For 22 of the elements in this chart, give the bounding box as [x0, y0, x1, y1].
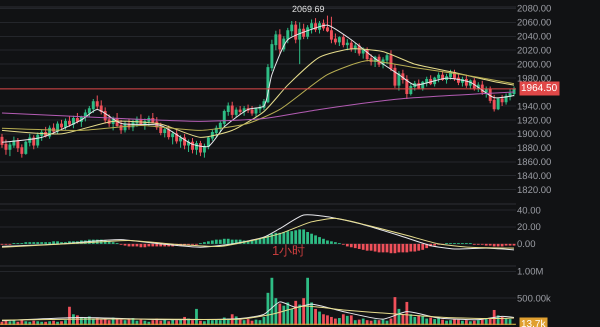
y-tick-label: 0.00: [517, 239, 536, 250]
y-tick-label: 1.00M: [517, 266, 544, 278]
y-tick-label: 1900.00: [517, 129, 552, 140]
y-tick-label: 20.00: [517, 222, 541, 234]
y-tick-label: 2040.00: [517, 32, 552, 43]
y-tick-label: 2020.00: [517, 46, 552, 57]
y-tick-label: 500.00k: [517, 294, 552, 305]
y-tick-label: 2000.00: [517, 59, 552, 70]
y-tick-label: 2060.00: [517, 18, 552, 29]
annotation: 2069.69: [292, 4, 325, 14]
y-tick-label: 1840.00: [517, 171, 552, 182]
ref-line-label: 1964.50: [521, 83, 558, 94]
y-tick-label: 1940.00: [517, 101, 552, 112]
y-tick-label: 1980.00: [517, 73, 552, 84]
y-tick-label: 1860.00: [517, 157, 552, 168]
y-tick-label: 1880.00: [517, 143, 552, 154]
annotation: 1小时: [272, 243, 306, 258]
y-tick-label: 1820.00: [517, 184, 552, 196]
y-tick-label: 40.00: [517, 205, 541, 216]
ref-line-label: 13.7k: [521, 319, 546, 327]
y-tick-label: 2080.00: [517, 4, 552, 15]
y-tick-label: 1920.00: [517, 115, 552, 126]
